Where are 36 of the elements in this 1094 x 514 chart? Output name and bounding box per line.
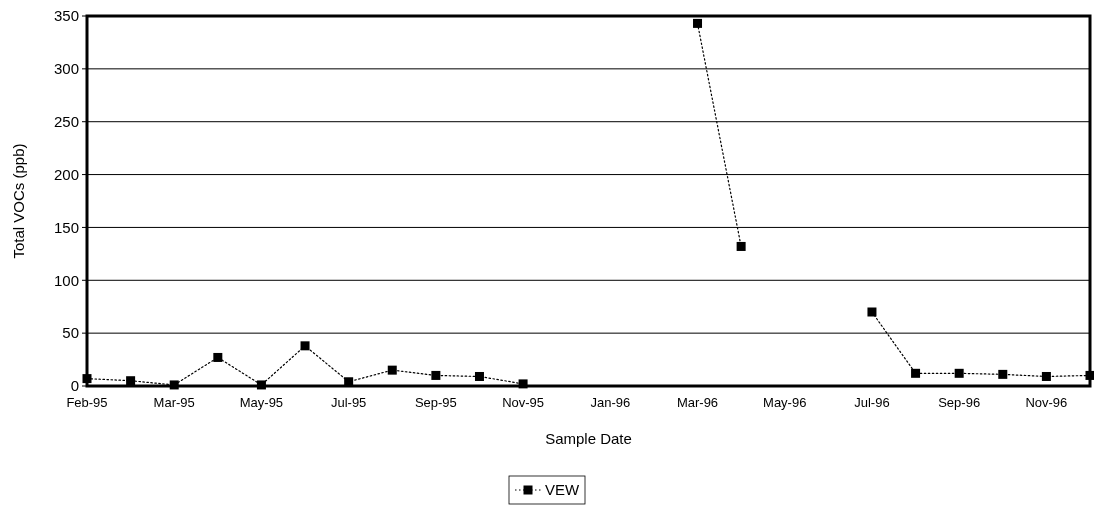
point [693, 18, 703, 28]
x-tick-label: Nov-95 [502, 395, 545, 410]
point [300, 341, 310, 351]
point [431, 370, 441, 380]
x-axis-title: Sample Date [545, 430, 632, 447]
point [474, 371, 484, 381]
x-tick-label: May-96 [763, 395, 807, 410]
x-tick-label: May-95 [239, 395, 284, 410]
point [387, 365, 397, 375]
y-tick-label: 100 [53, 271, 79, 289]
point [998, 369, 1008, 379]
point [213, 352, 223, 362]
x-tick-label: Sep-96 [938, 395, 981, 410]
point [1041, 371, 1051, 381]
point [736, 241, 746, 251]
y-tick-label: 250 [53, 112, 79, 130]
x-tick-label: Mar-95 [153, 395, 195, 410]
x-tick-label: Nov-96 [1025, 395, 1068, 410]
x-tick-label: Feb-95 [66, 395, 108, 410]
y-tick-label: 50 [62, 324, 79, 342]
x-tick-label: Jan-96 [590, 395, 631, 410]
y-tick-label: 0 [70, 377, 79, 395]
x-tick-label: Jul-96 [854, 395, 890, 410]
point [126, 376, 136, 386]
point [867, 307, 877, 317]
y-tick-label: 200 [53, 165, 79, 183]
point [911, 368, 921, 378]
y-tick-label: 350 [53, 7, 79, 25]
y-axis-title: Total VOCs (ppb) [10, 143, 27, 259]
legend-label: VEW [545, 481, 581, 499]
x-tick-label: Mar-96 [676, 395, 719, 410]
point [954, 368, 964, 378]
x-tick-label: Sep-95 [414, 395, 457, 410]
x-tick-label: Jul-95 [330, 395, 367, 410]
y-tick-label: 300 [53, 60, 79, 78]
y-tick-label: 150 [53, 218, 79, 236]
